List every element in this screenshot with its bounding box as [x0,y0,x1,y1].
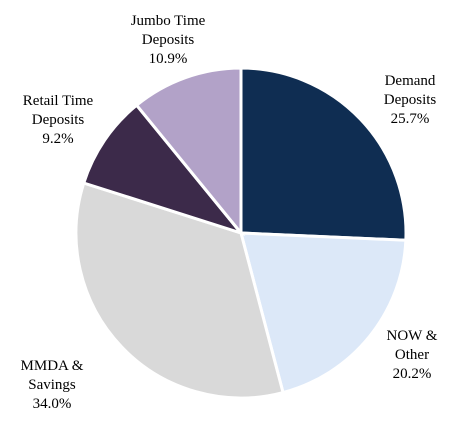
value-label: 34.0% [32,395,72,412]
category-label: Jumbo Time Deposits [130,12,206,48]
category-label: Demand Deposits [383,72,437,108]
value-label: 25.7% [390,110,430,127]
slice-label: Retail Time Deposits 9.2% [8,92,108,149]
pie-slice [81,103,246,236]
category-label: MMDA & Savings [20,357,84,393]
value-label: 20.2% [392,365,432,382]
slice-label: NOW & Other 20.2% [377,327,447,384]
pie-slice [239,66,408,242]
pie-slice [239,231,408,395]
value-label: 10.9% [148,50,188,67]
category-label: NOW & Other [386,327,438,363]
pie-slice [134,66,243,238]
slice-label: Jumbo Time Deposits 10.9% [113,12,223,69]
slice-label: MMDA & Savings 34.0% [12,357,92,414]
slice-label: Demand Deposits 25.7% [365,72,452,129]
pie-slice [74,181,285,400]
value-label: 9.2% [42,130,74,147]
category-label: Retail Time Deposits [22,92,94,128]
